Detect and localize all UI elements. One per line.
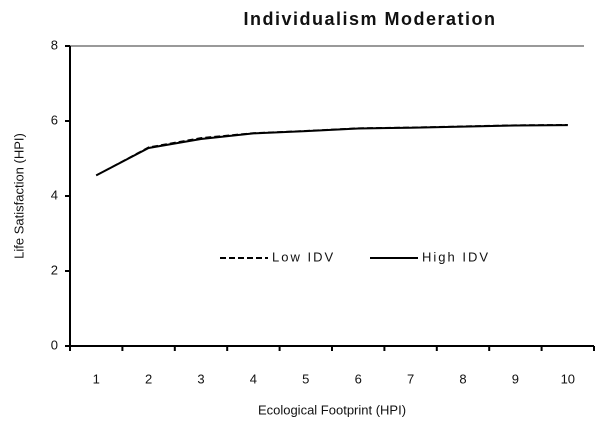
x-axis-label: Ecological Footprint (HPI) — [258, 402, 406, 417]
chart-title: Individualism Moderation — [243, 9, 496, 29]
x-tick-label: 1 — [93, 371, 100, 386]
y-tick-label: 4 — [51, 187, 58, 202]
x-tick-label: 4 — [250, 371, 257, 386]
y-tick-label: 6 — [51, 112, 58, 127]
legend-label: High IDV — [422, 249, 490, 264]
y-axis-label: Life Satisfaction (HPI) — [11, 133, 26, 259]
x-tick-label: 9 — [512, 371, 519, 386]
y-tick-label: 2 — [51, 262, 58, 277]
series-line — [95, 124, 568, 177]
legend-label: Low IDV — [272, 249, 335, 264]
y-tick-label: 8 — [51, 37, 58, 52]
x-tick-label: 7 — [407, 371, 414, 386]
x-tick-label: 6 — [355, 371, 362, 386]
x-tick-label: 2 — [145, 371, 152, 386]
x-tick-label: 10 — [561, 371, 575, 386]
x-tick-label: 5 — [302, 371, 309, 386]
y-tick-label: 0 — [51, 337, 58, 352]
series-line — [95, 124, 568, 177]
x-tick-label: 8 — [459, 371, 466, 386]
x-tick-label: 3 — [197, 371, 204, 386]
